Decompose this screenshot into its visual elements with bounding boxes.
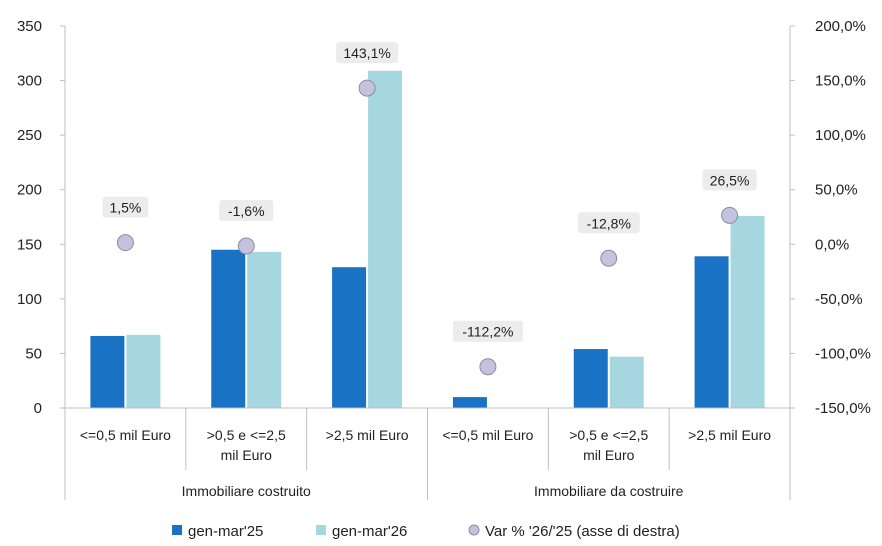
category-label: >2,5 mil Euro [326,427,409,443]
legend-swatch-2 [316,525,326,535]
var-point [721,206,739,224]
bar-2-5 [609,356,644,408]
y-right-tick-label: 150,0% [815,73,866,90]
data-label: 1,5% [109,200,141,216]
bar-1-3 [332,267,367,408]
y-left-tick-label: 200 [17,182,42,199]
y-left-tick-label: 350 [17,18,42,35]
bar-1-2 [211,249,246,408]
var-point [358,79,376,97]
y-right-tick-label: -150,0% [815,400,871,417]
data-label: 26,5% [710,172,750,188]
data-label: -1,6% [228,203,265,219]
y-left-tick-label: 150 [17,236,42,253]
bar-2-2 [247,251,282,408]
bar-2-1 [126,334,161,408]
bar-1-1 [90,335,125,408]
var-point [116,234,134,252]
bar-2-6 [730,215,765,408]
group-label: Immobiliare costruito [182,483,311,499]
legend-label: gen-mar'26 [332,523,407,540]
var-point [479,358,497,376]
data-label: 143,1% [343,45,390,61]
category-label: <=0,5 mil Euro [80,427,171,443]
data-label-bg [452,320,523,342]
group-label: Immobiliare da costruire [534,483,684,499]
bar-1-4 [452,397,487,408]
category-label: >0,5 e <=2,5 [569,427,648,443]
y-left-tick-label: 50 [25,345,42,362]
data-label-bg [577,212,640,234]
y-left-tick-label: 0 [34,400,42,417]
y-left-tick-label: 250 [17,127,42,144]
var-point [237,237,255,255]
data-label-bg [219,200,274,222]
legend-swatch-1 [172,525,182,535]
category-label: mil Euro [583,447,635,463]
var-point [600,249,618,267]
y-right-tick-label: 200,0% [815,18,866,35]
y-right-tick-label: 50,0% [815,182,858,199]
data-label-bg [702,169,757,191]
data-label-bg [102,196,149,218]
legend-label: Var % '26/'25 (asse di destra) [485,523,680,540]
bar-2-3 [368,70,403,409]
y-left-tick-label: 300 [17,73,42,90]
legend-label: gen-mar'25 [188,523,263,540]
y-right-tick-label: -100,0% [815,345,871,362]
y-right-tick-label: 100,0% [815,127,866,144]
bar-1-6 [694,256,729,408]
y-right-tick-label: 0,0% [815,236,849,253]
legend-swatch-3 [468,524,480,536]
data-label: -112,2% [462,324,513,340]
category-label: >2,5 mil Euro [688,427,771,443]
category-label: <=0,5 mil Euro [442,427,533,443]
data-label-bg [336,42,399,64]
y-right-tick-label: -50,0% [815,291,863,308]
y-left-tick-label: 100 [17,291,42,308]
bar-1-5 [573,349,608,408]
category-label: mil Euro [221,447,273,463]
data-label: -12,8% [587,215,631,231]
category-label: >0,5 e <=2,5 [207,427,286,443]
